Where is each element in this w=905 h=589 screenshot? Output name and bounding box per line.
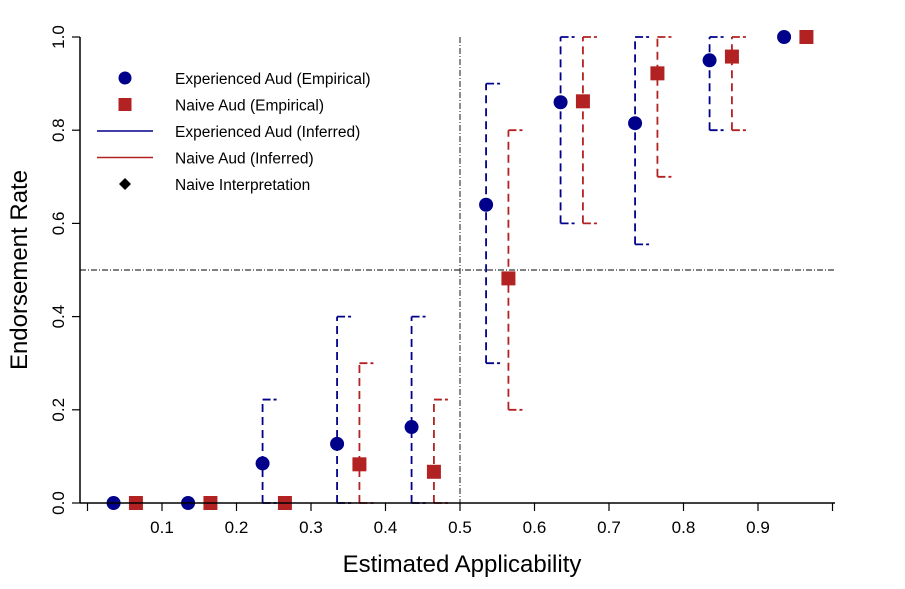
legend-label: Naive Aud (Inferred) (175, 151, 314, 168)
y-tick-label: 0.2 (49, 398, 68, 422)
experienced-point (702, 53, 717, 68)
experienced-point (553, 95, 568, 110)
legend-label: Experienced Aud (Empirical) (175, 71, 371, 88)
x-tick-label: 0.9 (746, 518, 770, 537)
x-tick-label: 0.2 (225, 518, 249, 537)
experienced-point (404, 420, 419, 435)
y-tick-label: 0.6 (49, 212, 68, 236)
y-axis-title: Endorsement Rate (6, 170, 33, 370)
x-tick-label: 0.3 (299, 518, 323, 537)
y-tick-label: 0.8 (49, 118, 68, 142)
legend-square-icon (118, 98, 132, 111)
x-tick-label: 0.5 (448, 518, 472, 537)
naive-point (501, 271, 516, 286)
axes: 0.1 0.2 0.3 0.4 0.5 0.6 0.7 0.8 0.9 0.0 0.2 0.4 0.6 0… (49, 25, 835, 537)
naive-point (352, 457, 367, 472)
experienced-point (777, 30, 792, 44)
experienced-point (255, 456, 270, 471)
x-tick-label: 0.7 (597, 518, 621, 537)
legend-diamond-icon (119, 178, 131, 190)
x-tick-label: 0.4 (374, 518, 398, 537)
experienced-point (479, 197, 494, 212)
legend-label: Experienced Aud (Inferred) (175, 124, 360, 141)
naive-point (426, 464, 441, 479)
experienced-point (330, 436, 345, 451)
y-tick-label: 1.0 (49, 25, 68, 49)
naive-point (575, 94, 590, 109)
x-axis-title: Estimated Applicability (343, 551, 582, 578)
legend-label: Naive Aud (Empirical) (175, 98, 324, 115)
legend: Experienced Aud (Empirical) Naive Aud (Em… (97, 71, 371, 194)
naive-point (650, 66, 665, 81)
experienced-point (628, 116, 643, 131)
naive-point (724, 49, 739, 64)
x-tick-label: 0.1 (150, 518, 174, 537)
y-tick-label: 0.4 (49, 305, 68, 329)
naive-point (799, 30, 814, 44)
legend-label: Naive Interpretation (175, 177, 310, 194)
x-tick-label: 0.8 (672, 518, 696, 537)
plot-area (80, 30, 835, 510)
legend-circle-icon (118, 71, 132, 85)
y-tick-label: 0.0 (49, 491, 68, 515)
x-tick-label: 0.6 (523, 518, 547, 537)
